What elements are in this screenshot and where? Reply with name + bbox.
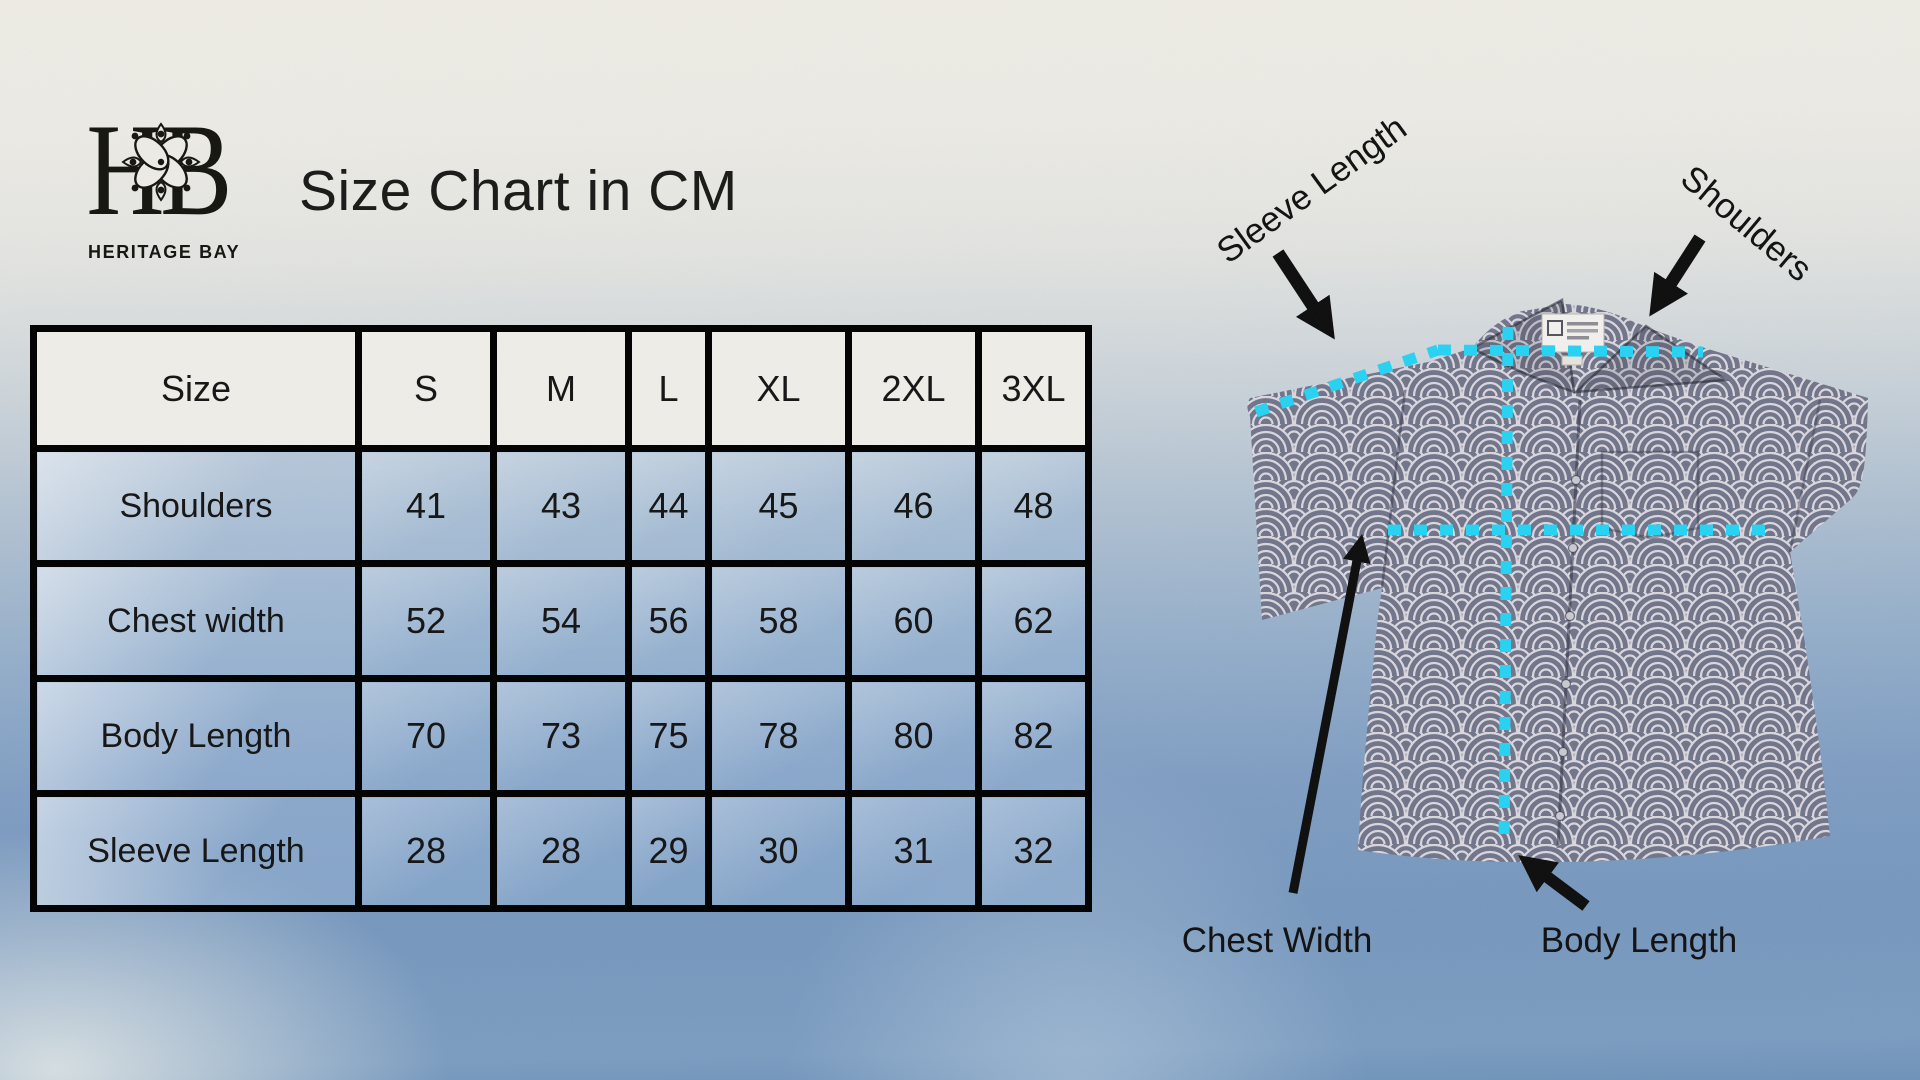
flower-mandala-icon <box>121 122 201 202</box>
cell: 80 <box>845 675 982 797</box>
cell: 78 <box>705 675 852 797</box>
cell: 45 <box>705 445 852 567</box>
cell: 52 <box>355 560 497 682</box>
body-length-label: Body Length <box>1540 921 1738 960</box>
table-header-row: Size S M L XL 2XL 3XL <box>30 325 1092 452</box>
size-chart-table: Size S M L XL 2XL 3XL Shoulders 41 43 44… <box>30 325 1092 912</box>
cell: 73 <box>490 675 632 797</box>
cell: 70 <box>355 675 497 797</box>
cell: 60 <box>845 560 982 682</box>
cell: 29 <box>625 790 712 912</box>
page-title: Size Chart in CM <box>299 159 738 223</box>
cell: 28 <box>490 790 632 912</box>
row-label-shoulders: Shoulders <box>30 445 362 567</box>
cell: 75 <box>625 675 712 797</box>
cell: 48 <box>975 445 1092 567</box>
cell: 56 <box>625 560 712 682</box>
chest-width-label: Chest Width <box>1181 921 1373 960</box>
table-row: Shoulders 41 43 44 45 46 48 <box>30 445 1092 567</box>
row-label-chest-width: Chest width <box>30 560 362 682</box>
cell: 43 <box>490 445 632 567</box>
header-s: S <box>355 325 497 452</box>
cell: 54 <box>490 560 632 682</box>
cell: 58 <box>705 560 852 682</box>
cell: 44 <box>625 445 712 567</box>
cell: 30 <box>705 790 852 912</box>
cell: 31 <box>845 790 982 912</box>
header-l: L <box>625 325 712 452</box>
table-row: Body Length 70 73 75 78 80 82 <box>30 675 1092 797</box>
brand-monogram: H B <box>88 97 232 241</box>
table-row: Chest width 52 54 56 58 60 62 <box>30 560 1092 682</box>
header-3xl: 3XL <box>975 325 1092 452</box>
cell: 28 <box>355 790 497 912</box>
cell: 41 <box>355 445 497 567</box>
cell: 82 <box>975 675 1092 797</box>
table-row: Sleeve Length 28 28 29 30 31 32 <box>30 790 1092 912</box>
brand-name: HERITAGE BAY <box>88 242 241 262</box>
cell: 46 <box>845 445 982 567</box>
header-2xl: 2XL <box>845 325 982 452</box>
header-m: M <box>490 325 632 452</box>
header-size: Size <box>30 325 362 452</box>
row-label-sleeve-length: Sleeve Length <box>30 790 362 912</box>
cell: 62 <box>975 560 1092 682</box>
brand-logo: H B <box>88 96 239 262</box>
cell: 32 <box>975 790 1092 912</box>
header-xl: XL <box>705 325 852 452</box>
row-label-body-length: Body Length <box>30 675 362 797</box>
